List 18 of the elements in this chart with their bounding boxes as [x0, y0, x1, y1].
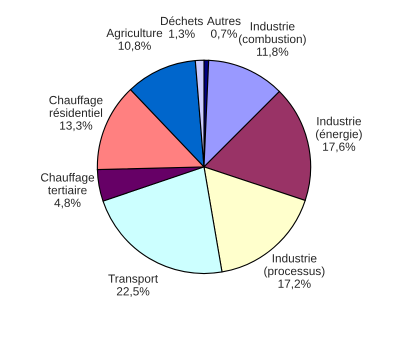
slice-label: Industrie (énergie) — [316, 116, 362, 141]
data-label: 17,2% — [278, 280, 311, 290]
slice-label: Chauffage résidentiel — [49, 96, 103, 117]
slice-label: Industrie (processus) — [264, 254, 324, 278]
data-label: 10,8% — [118, 42, 151, 52]
slice-label: Agriculture — [106, 28, 162, 40]
slice-label: Transport — [108, 274, 158, 286]
data-label: 17,6% — [323, 142, 356, 152]
slice-label: Autres — [206, 16, 241, 26]
data-label: 13,3% — [60, 121, 92, 132]
data-label: 22,5% — [116, 287, 150, 297]
data-label: 0,7% — [210, 29, 237, 40]
slice-label: Chauffage tertiaire — [40, 172, 94, 194]
data-label: 1,3% — [169, 30, 195, 40]
data-label: 4,8% — [54, 198, 81, 208]
slice-label: Industrie (combustion) — [239, 22, 306, 46]
data-label: 11,8% — [256, 48, 288, 58]
slice-label: Déchets — [161, 16, 203, 26]
